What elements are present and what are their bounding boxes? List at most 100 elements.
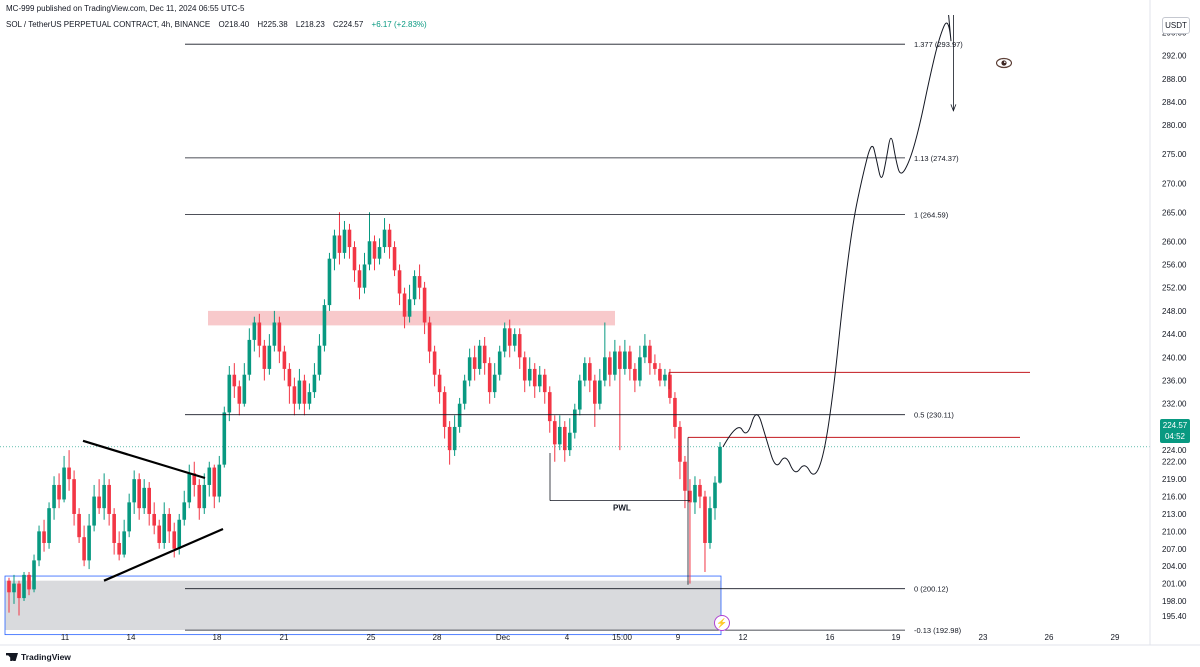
candle-body <box>522 357 527 381</box>
candle-body <box>272 322 277 346</box>
candle-body <box>22 574 26 599</box>
candle-body <box>262 345 267 369</box>
candle-body <box>492 374 497 393</box>
price-tick-label: 198.00 <box>1162 597 1187 606</box>
candle-body <box>552 421 557 445</box>
candle-body <box>578 380 582 410</box>
candle-body <box>337 235 342 253</box>
candle-body <box>397 270 402 294</box>
fibonacci-levels: 1.377 (293.97) 1.13 (274.37) 1 (264.59) 0.5… <box>185 40 963 635</box>
candle-body <box>447 426 452 451</box>
currency-button[interactable]: USDT <box>1162 17 1190 34</box>
candle-body <box>247 339 252 375</box>
candle-body <box>242 374 247 404</box>
candle-body <box>567 432 572 451</box>
price-tick-label: 232.00 <box>1162 400 1187 409</box>
candle-body <box>633 368 637 381</box>
candle-body <box>117 542 121 555</box>
price-tick-label: 224.00 <box>1162 446 1187 455</box>
price-axis[interactable]: 296.00292.00288.00284.00280.00275.00270.… <box>1149 0 1187 645</box>
candle-body <box>102 484 106 509</box>
candle-body <box>97 496 101 509</box>
lightning-icon[interactable]: ⚡ <box>714 615 730 631</box>
price-tick-label: 288.00 <box>1162 75 1187 84</box>
candle-body <box>427 322 432 352</box>
candle-body <box>392 247 397 271</box>
candle-body <box>412 276 417 300</box>
candle-body <box>487 363 492 393</box>
candle-body <box>132 479 136 503</box>
price-tick-label: 252.00 <box>1162 284 1187 293</box>
candle-body <box>467 357 472 381</box>
candle-body <box>653 363 657 369</box>
time-tick-label: 21 <box>280 633 289 642</box>
time-tick-label: 19 <box>892 633 901 642</box>
candle-body <box>598 380 602 404</box>
price-projection-path <box>722 14 952 475</box>
publish-info: MC-999 published on TradingView.com, Dec… <box>6 4 245 13</box>
candle-body <box>623 351 627 369</box>
fib-level-label: 1.13 (274.37) <box>914 154 959 163</box>
candle-body <box>347 229 352 248</box>
price-tick-label: 280.00 <box>1162 121 1187 130</box>
time-tick-label: 23 <box>979 633 988 642</box>
candle-body <box>322 305 327 346</box>
time-tick-label: 18 <box>213 633 222 642</box>
candle-body <box>683 461 687 491</box>
symbol-name: SOL / TetherUS PERPETUAL CONTRACT, 4h, B… <box>6 20 211 29</box>
candle-body <box>562 426 567 451</box>
brand-name: TradingView <box>21 652 71 662</box>
candle-body <box>628 351 632 369</box>
candle-body <box>407 299 412 317</box>
candle-body <box>57 484 61 500</box>
fib-level-label: 0.5 (230.11) <box>914 411 954 420</box>
candle-body <box>162 513 167 543</box>
candle-body <box>187 473 192 503</box>
projection-arrow-head <box>950 104 957 112</box>
price-tick-label: 284.00 <box>1162 98 1187 107</box>
price-tick-label: 201.00 <box>1162 580 1187 589</box>
ohlc-high: H225.38 <box>257 20 288 29</box>
candle-body <box>67 467 71 480</box>
candle-body <box>232 374 237 387</box>
time-tick-label: 9 <box>676 633 681 642</box>
candle-body <box>227 374 232 413</box>
fib-level-label: 1 (264.59) <box>914 211 949 220</box>
price-tick-label: 222.00 <box>1162 458 1187 467</box>
candle-body <box>437 374 442 393</box>
time-tick-label: 11 <box>61 633 70 642</box>
candle-body <box>92 496 96 526</box>
candle-body <box>197 484 202 509</box>
demand-zone <box>5 580 721 630</box>
candle-body <box>572 409 577 433</box>
candle-body <box>382 229 387 248</box>
candle-body <box>72 479 76 514</box>
price-tick-label: 240.00 <box>1162 353 1187 362</box>
candle-body <box>678 426 682 462</box>
candle-body <box>342 229 347 253</box>
candle-body <box>542 374 547 393</box>
time-axis[interactable]: 11 14 18 21 25 28 Dec 4 15:00 9 12 16 19 23 26 29 <box>0 633 1200 646</box>
eye-icon[interactable] <box>996 57 1012 69</box>
candle-body <box>157 525 162 543</box>
candle-body <box>112 513 116 543</box>
price-tick-label: 260.00 <box>1162 237 1187 246</box>
candle-body <box>643 345 647 358</box>
tradingview-logo[interactable]: TradingView <box>6 652 71 662</box>
fib-level-label: 0 (200.12) <box>914 585 949 594</box>
time-tick-label: 15:00 <box>612 633 633 642</box>
triangle-lower-trendline <box>103 528 224 582</box>
candle-body <box>107 484 111 514</box>
current-price-value: 224.57 <box>1162 421 1188 430</box>
candle-body <box>367 241 372 265</box>
time-tick-label: 16 <box>826 633 835 642</box>
candle-body <box>663 374 667 381</box>
candle-body <box>127 502 131 532</box>
candle-body <box>593 380 597 404</box>
pwl-label: PWL <box>613 504 631 513</box>
candle-body <box>703 496 707 543</box>
symbol-legend[interactable]: SOL / TetherUS PERPETUAL CONTRACT, 4h, B… <box>6 20 427 29</box>
candle-body <box>27 574 31 590</box>
candle-body <box>477 345 482 369</box>
